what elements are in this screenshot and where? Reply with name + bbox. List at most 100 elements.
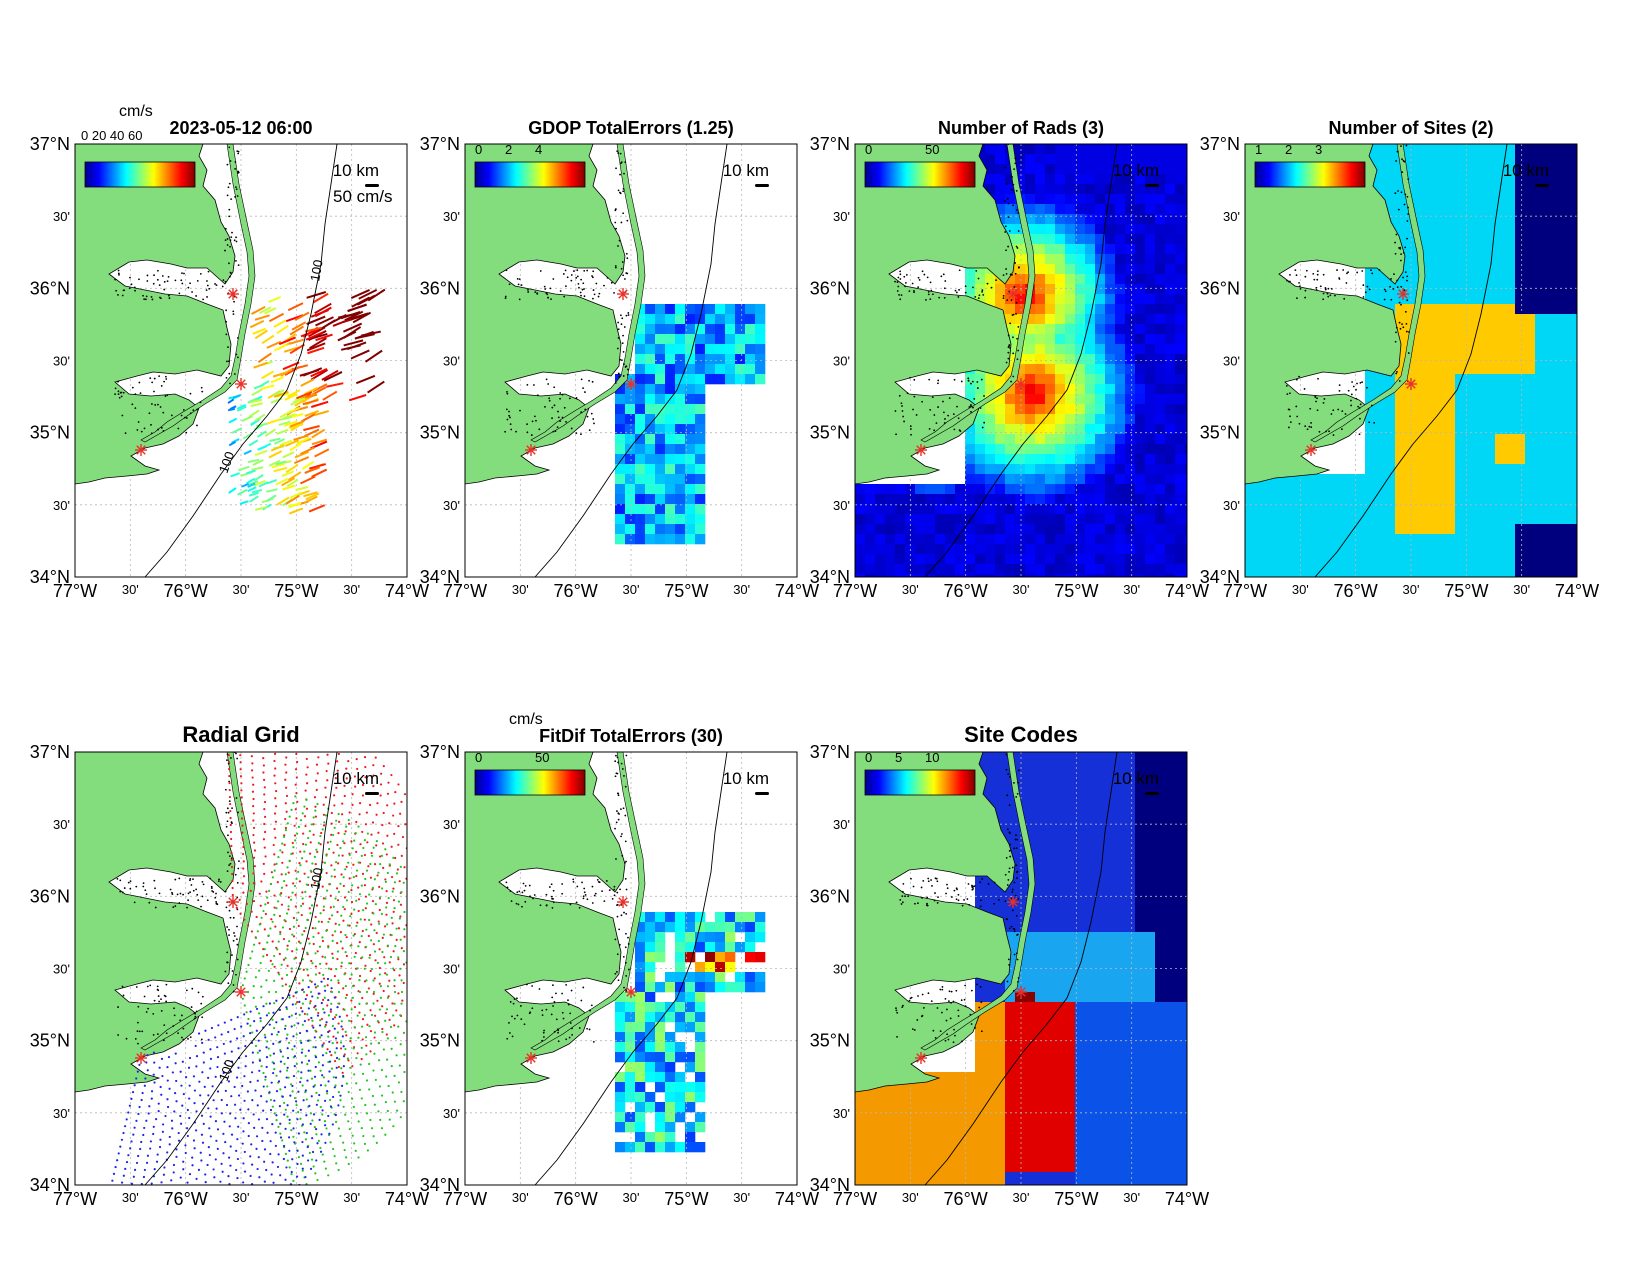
longitude-tick-label: 76°W: [164, 581, 208, 601]
panel-title: FitDif TotalErrors (30): [539, 726, 723, 746]
radar-site-marker: [525, 444, 537, 456]
colorbar-tick-label: 10: [925, 750, 939, 765]
radar-site-marker: [1007, 896, 1019, 908]
barrier-island: [1310, 144, 1426, 443]
latitude-tick-label: 30': [443, 817, 460, 832]
isobath-100m: [144, 752, 338, 1185]
axes-frame: [854, 143, 1188, 578]
latitude-tick-label: 36°N: [30, 278, 70, 298]
scale-bar-label: 10 km: [723, 161, 769, 180]
land-mass: [465, 144, 626, 485]
radar-site-marker: [625, 986, 637, 998]
gridded-field: [615, 912, 766, 1153]
latitude-tick-label: 30': [443, 209, 460, 224]
radar-site-marker: [235, 986, 247, 998]
latitude-tick-label: 34°N: [30, 567, 70, 587]
colorbar: [84, 161, 196, 188]
radar-site-marker: [1405, 378, 1417, 390]
axes-frame: [74, 751, 408, 1186]
radar-site-marker: [915, 444, 927, 456]
latitude-tick-label: 36°N: [1200, 278, 1240, 298]
latitude-tick-label: 30': [833, 209, 850, 224]
radar-site-marker: [1015, 986, 1027, 998]
panel-title: 2023-05-12 06:00: [169, 118, 312, 138]
latitude-tick-label: 37°N: [810, 742, 850, 762]
longitude-tick-label: 30': [733, 582, 750, 597]
latitude-tick-label: 30': [443, 498, 460, 513]
scale-bar-label: 10 km: [333, 161, 379, 180]
latitude-tick-label: 36°N: [420, 278, 460, 298]
longitude-tick-label: 74°W: [1165, 1189, 1209, 1209]
latitude-tick-label: 37°N: [30, 742, 70, 762]
longitude-tick-label: 75°W: [274, 581, 318, 601]
colorbar-tick-label: 0: [475, 142, 482, 157]
longitude-tick-label: 30': [343, 582, 360, 597]
axes-frame: [464, 143, 798, 578]
barrier-island: [140, 144, 256, 443]
colorbar-tick-label: 0: [865, 142, 872, 157]
longitude-tick-label: 30': [1513, 582, 1530, 597]
radar-site-marker: [525, 1052, 537, 1064]
longitude-tick-label: 30': [233, 582, 250, 597]
latitude-tick-label: 37°N: [30, 134, 70, 154]
colorbar-tick-label: 50: [535, 750, 549, 765]
colorbar-tick-label: 2: [1285, 142, 1292, 157]
radar-site-marker: [135, 444, 147, 456]
longitude-tick-label: 76°W: [164, 1189, 208, 1209]
axes-frame: [74, 143, 408, 578]
coastline-detail: [895, 753, 1020, 1044]
barrier-island: [140, 752, 256, 1051]
longitude-tick-label: 75°W: [1444, 581, 1488, 601]
coastline-detail: [504, 150, 630, 436]
longitude-tick-label: 74°W: [775, 1189, 819, 1209]
longitude-tick-label: 30': [512, 1190, 529, 1205]
longitude-tick-label: 74°W: [385, 581, 429, 601]
coastline-detail: [1285, 144, 1410, 436]
scale-bar-label: 10 km: [1113, 769, 1159, 788]
longitude-tick-label: 77°W: [443, 581, 487, 601]
radar-site-marker: [235, 378, 247, 390]
land-mass: [75, 144, 236, 485]
longitude-tick-label: 30': [1013, 582, 1030, 597]
longitude-tick-label: 74°W: [385, 1189, 429, 1209]
panel-title: Site Codes: [964, 722, 1078, 747]
longitude-tick-label: 30': [122, 582, 139, 597]
longitude-tick-label: 77°W: [833, 581, 877, 601]
panel-title: Number of Sites (2): [1328, 118, 1493, 138]
longitude-tick-label: 77°W: [53, 1189, 97, 1209]
latitude-tick-label: 30': [53, 209, 70, 224]
longitude-tick-label: 74°W: [1555, 581, 1599, 601]
latitude-tick-label: 30': [1223, 354, 1240, 369]
latitude-tick-label: 30': [443, 1106, 460, 1121]
longitude-tick-label: 30': [623, 1190, 640, 1205]
map-panel-totals: 50 cm/s 100 100 10 km cm/s 0 20 40 60 37°N 30' 3…: [30, 103, 429, 601]
isobath-100m: [924, 144, 1118, 577]
colorbar: [864, 161, 976, 188]
latitude-tick-label: 30': [833, 498, 850, 513]
longitude-tick-label: 77°W: [1223, 581, 1267, 601]
scale-bar: [365, 792, 379, 795]
panel-title: Radial Grid: [182, 722, 299, 747]
colorbar: [474, 769, 586, 796]
colorbar-tick-label: 0: [475, 750, 482, 765]
map-panel-fitdif: 10 km 0 50 cm/s 37°N 30' 36°N 30' 35°N 30' 34°N77°…: [420, 711, 819, 1209]
barrier-island: [530, 752, 646, 1051]
barrier-island: [920, 144, 1036, 443]
latitude-tick-label: 35°N: [1200, 423, 1240, 443]
coastline-detail: [505, 754, 630, 1043]
latitude-tick-label: 30': [53, 1106, 70, 1121]
panel-title: GDOP TotalErrors (1.25): [528, 118, 733, 138]
colorbar: [864, 769, 976, 796]
latitude-tick-label: 35°N: [30, 423, 70, 443]
isobath-label: 100: [307, 259, 326, 283]
latitude-tick-label: 36°N: [810, 886, 850, 906]
radial-grid-points: [111, 752, 407, 1185]
colorbar-unit-label: cm/s: [509, 711, 543, 728]
longitude-tick-label: 75°W: [1054, 581, 1098, 601]
latitude-tick-label: 36°N: [810, 278, 850, 298]
vector-scale-label: 50 cm/s: [333, 187, 393, 206]
latitude-tick-label: 35°N: [420, 1031, 460, 1051]
latitude-tick-label: 34°N: [420, 1175, 460, 1195]
longitude-tick-label: 76°W: [944, 581, 988, 601]
